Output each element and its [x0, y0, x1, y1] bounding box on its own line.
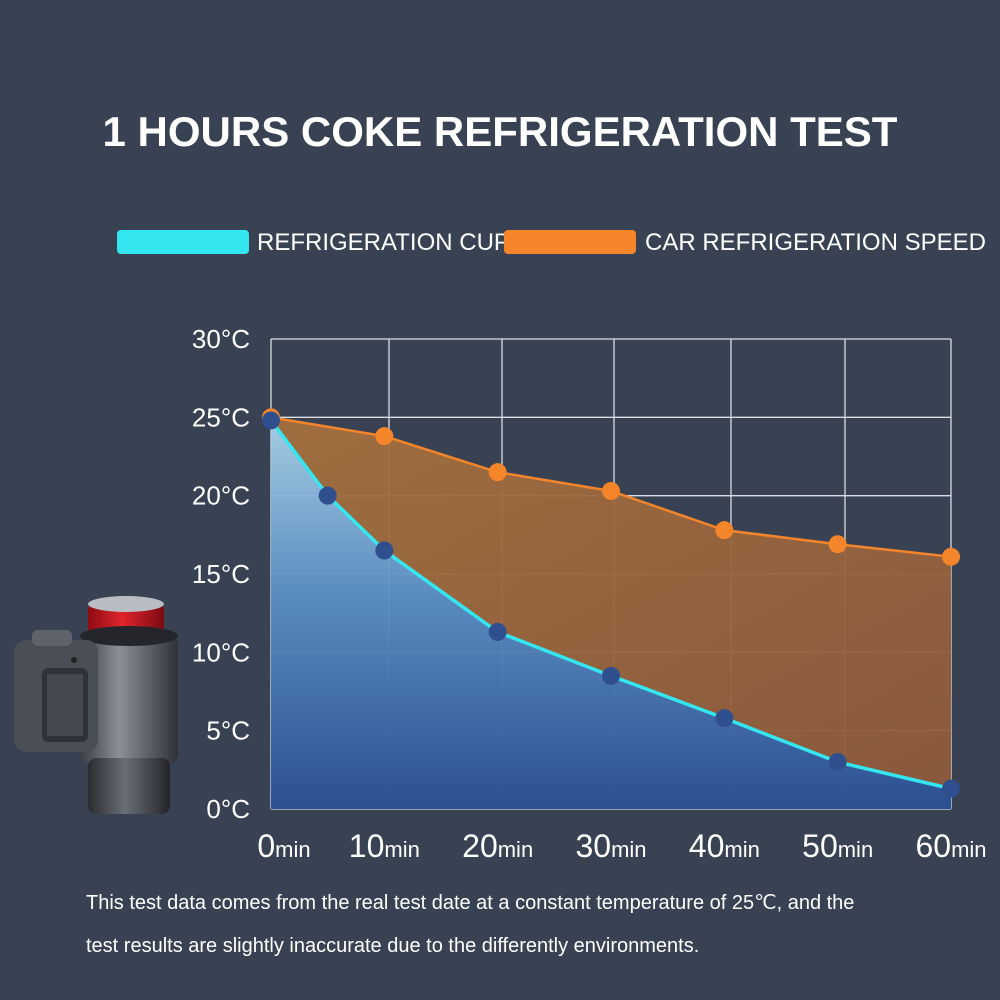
- y-axis-ticks: 0°C 5°C 10°C 15°C 20°C 25°C 30°C: [192, 324, 250, 824]
- refrigeration-cup-point: [318, 486, 337, 505]
- y-tick-label: 10°C: [192, 637, 250, 667]
- y-tick-label: 30°C: [192, 324, 250, 354]
- legend-label-refrigeration-cup: REFRIGERATION CUP: [257, 229, 510, 256]
- temperature-chart: 0°C 5°C 10°C 15°C 20°C 25°C 30°C 0min 10min 20mi…: [192, 324, 987, 864]
- car-refrigeration-point: [602, 481, 620, 500]
- x-tick-label: 40min: [689, 828, 760, 864]
- refrigeration-cup-point: [828, 753, 847, 771]
- y-tick-label: 15°C: [192, 559, 250, 589]
- legend-label-car-refrigeration: CAR REFRIGERATION SPEED: [645, 229, 986, 256]
- x-tick-label: 10min: [349, 828, 420, 864]
- legend-swatch-car-refrigeration: [504, 230, 636, 254]
- refrigeration-cup-point: [375, 541, 394, 560]
- y-tick-label: 20°C: [192, 481, 250, 511]
- refrigeration-cup-point: [488, 622, 507, 641]
- refrigeration-cup-device-image: [14, 596, 178, 814]
- x-tick-label: 20min: [462, 828, 533, 864]
- refrigeration-cup-point: [715, 709, 734, 728]
- x-tick-label: 50min: [802, 828, 873, 864]
- x-axis-ticks: 0min 10min 20min 30min 40min 50min 60min: [257, 828, 986, 864]
- y-tick-label: 0°C: [206, 794, 250, 824]
- car-refrigeration-point: [942, 547, 960, 566]
- chart-markers: [262, 408, 960, 798]
- car-refrigeration-point: [375, 427, 394, 446]
- refrigeration-cup-area: [271, 420, 951, 809]
- car-refrigeration-point: [828, 535, 847, 554]
- refrigeration-cup-point: [942, 779, 960, 798]
- y-tick-label: 5°C: [206, 716, 250, 746]
- chart-areas: [271, 417, 951, 809]
- legend-swatch-refrigeration-cup: [117, 230, 249, 254]
- x-tick-label: 60min: [915, 828, 986, 864]
- y-tick-label: 25°C: [192, 402, 250, 432]
- car-refrigeration-point: [715, 521, 734, 540]
- refrigeration-cup-line: [269, 419, 952, 791]
- chart-title: 1 HOURS COKE REFRIGERATION TEST: [102, 108, 898, 155]
- car-refrigeration-area: [271, 417, 951, 789]
- refrigeration-cup-point: [262, 411, 280, 430]
- footnote-line-1: This test data comes from the real test …: [86, 892, 855, 914]
- footnote: This test data comes from the real test …: [86, 882, 986, 968]
- x-tick-label: 30min: [575, 828, 646, 864]
- footnote-line-2: test results are slightly inaccurate due…: [86, 935, 700, 957]
- x-tick-label: 0min: [257, 828, 310, 864]
- car-refrigeration-point: [488, 463, 507, 482]
- refrigeration-cup-point: [602, 666, 620, 685]
